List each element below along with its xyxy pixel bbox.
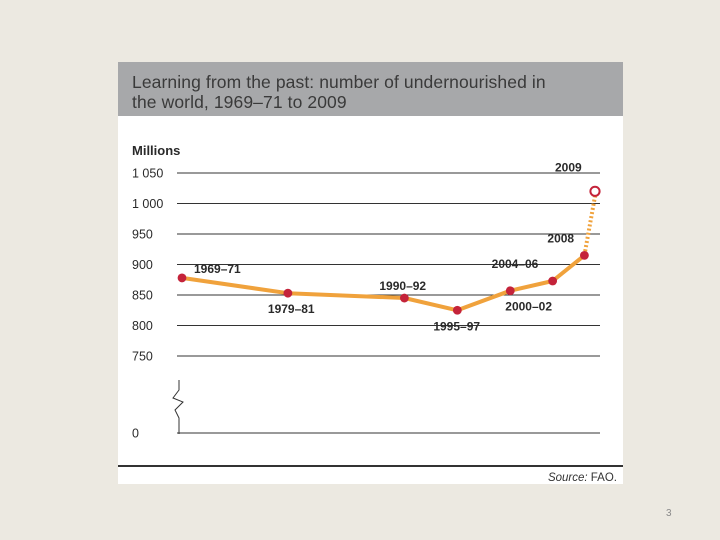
series-layer bbox=[180, 195, 597, 313]
data-point bbox=[580, 250, 589, 260]
y-tick-labels: 1 050 1 000 950 900 850 800 750 0 bbox=[132, 167, 163, 441]
data-point bbox=[177, 273, 187, 283]
point-layer bbox=[177, 185, 601, 315]
point-labels: 1969–71 1979–81 1990–92 1995–97 2000–02 2004–… bbox=[194, 160, 582, 333]
point-label: 1979–81 bbox=[268, 302, 315, 316]
source-note: Source: FAO. bbox=[548, 472, 617, 484]
source-divider bbox=[118, 465, 623, 467]
y-tick-label: 800 bbox=[132, 319, 153, 333]
series-line-projected bbox=[582, 195, 597, 256]
source-prefix: Source: bbox=[547, 472, 588, 484]
y-tick-label: 950 bbox=[132, 228, 153, 242]
y-tick-label: 1 050 bbox=[132, 167, 163, 181]
chart-title-line-2: the world, 1969–71 to 2009 bbox=[132, 92, 347, 112]
point-label: 2000–02 bbox=[505, 300, 552, 314]
data-point bbox=[589, 185, 601, 197]
data-point bbox=[452, 305, 462, 315]
page-number: 3 bbox=[666, 508, 672, 519]
y-tick-label: 750 bbox=[132, 350, 153, 364]
point-label: 1969–71 bbox=[194, 262, 241, 276]
chart-title-line-1: Learning from the past: number of undern… bbox=[132, 72, 546, 92]
axis-break-mark bbox=[172, 380, 184, 434]
point-label: 2004–06 bbox=[492, 257, 539, 271]
line-chart: Millions 1 050 1 000 950 900 850 800 750 0 1969… bbox=[132, 143, 601, 441]
y-tick-label: 0 bbox=[132, 427, 139, 441]
data-point bbox=[283, 288, 293, 298]
y-tick-label: 1 000 bbox=[132, 197, 163, 211]
chart-title-bar: Learning from the past: number of undern… bbox=[118, 62, 623, 116]
y-axis-unit-label: Millions bbox=[132, 143, 180, 158]
y-tick-label: 850 bbox=[132, 289, 153, 303]
point-label: 2009 bbox=[555, 160, 582, 174]
data-point bbox=[399, 293, 409, 303]
grid-layer bbox=[177, 172, 600, 434]
chart-figure: Learning from the past: number of undern… bbox=[118, 62, 623, 484]
data-point bbox=[505, 286, 515, 296]
y-tick-label: 900 bbox=[132, 258, 153, 272]
data-point bbox=[548, 276, 558, 286]
point-label: 1990–92 bbox=[379, 279, 426, 293]
point-label: 1995–97 bbox=[433, 319, 480, 333]
source-text: FAO. bbox=[587, 472, 617, 484]
point-label: 2008 bbox=[547, 231, 574, 245]
